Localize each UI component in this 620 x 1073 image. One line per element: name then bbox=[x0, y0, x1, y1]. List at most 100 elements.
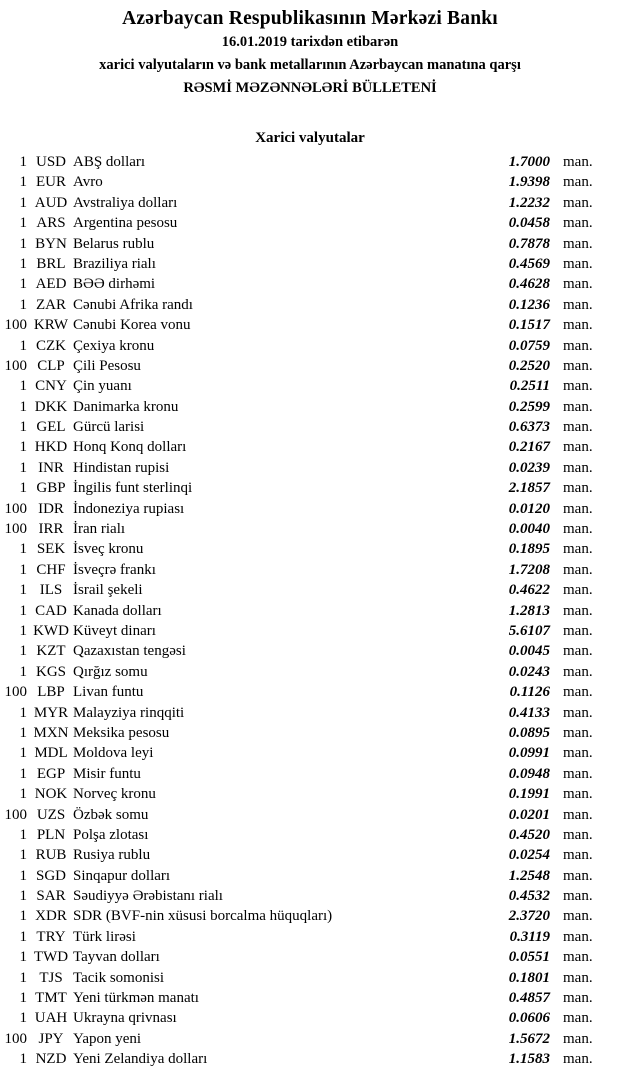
currency-name: İran rialı bbox=[73, 521, 126, 538]
nominal-value: 100 bbox=[4, 521, 28, 538]
rate-row: 1 RUB Rusiya rublu 0.0254 man. bbox=[0, 845, 620, 865]
rate-row: 1 CAD Kanada dolları 1.2813 man. bbox=[0, 601, 620, 621]
nominal-value: 1 bbox=[19, 154, 28, 170]
rate-value: 1.7208 bbox=[508, 561, 550, 578]
currency-name: Cənubi Korea vonu bbox=[73, 317, 191, 334]
rate-value: 0.2511 bbox=[509, 378, 550, 395]
currency-name: İsveç kronu bbox=[73, 541, 144, 558]
unit-label: man. bbox=[563, 765, 593, 782]
rate-row: 1 ILS İsrail şekeli 0.4622 man. bbox=[0, 580, 620, 600]
currency-code: KRW bbox=[33, 317, 69, 334]
currency-code: TWD bbox=[33, 949, 69, 966]
nominal-value: 1 bbox=[19, 276, 28, 293]
currency-code: ARS bbox=[36, 215, 66, 232]
currency-name: Argentina pesosu bbox=[73, 215, 178, 232]
unit-label: man. bbox=[563, 847, 593, 864]
unit-label: man. bbox=[563, 317, 593, 334]
nominal-value: 1 bbox=[19, 215, 28, 232]
currency-name: Səudiyyə Ərəbistanı rialı bbox=[73, 888, 223, 905]
currency-code: BYN bbox=[35, 235, 67, 252]
rate-value: 0.0120 bbox=[508, 500, 550, 517]
unit-label: man. bbox=[563, 276, 593, 293]
unit-label: man. bbox=[563, 704, 593, 721]
unit-label: man. bbox=[563, 357, 593, 374]
nominal-value: 100 bbox=[4, 1030, 28, 1047]
section-title: Xarici valyutalar bbox=[255, 130, 365, 146]
currency-code: MDL bbox=[34, 745, 68, 762]
unit-label: man. bbox=[563, 1010, 593, 1027]
currency-code: UAH bbox=[34, 1010, 68, 1027]
currency-name: İsrail şekeli bbox=[73, 582, 143, 599]
unit-label: man. bbox=[563, 908, 593, 925]
rate-row: 1 TRY Türk lirəsi 0.3119 man. bbox=[0, 927, 620, 947]
unit-label: man. bbox=[563, 235, 593, 252]
rate-row: 1 BYN Belarus rublu 0.7878 man. bbox=[0, 234, 620, 254]
currency-code: SAR bbox=[36, 888, 66, 905]
rate-row: 1 GBP İngilis funt sterlinqi 2.1857 man. bbox=[0, 478, 620, 498]
currency-code: CZK bbox=[36, 337, 66, 354]
currency-code: NZD bbox=[35, 1051, 67, 1068]
rate-row: 1 ZAR Cənubi Afrika randı 0.1236 man. bbox=[0, 295, 620, 315]
nominal-value: 1 bbox=[19, 663, 28, 680]
rate-row: 1 TJS Tacik somonisi 0.1801 man. bbox=[0, 968, 620, 988]
currency-code: CAD bbox=[35, 602, 67, 619]
currency-name: Honq Konq dolları bbox=[73, 439, 187, 456]
currency-code: NOK bbox=[34, 786, 68, 803]
rate-row: 1 TWD Tayvan dolları 0.0551 man. bbox=[0, 947, 620, 967]
rate-value: 0.4569 bbox=[508, 255, 550, 272]
rate-row: 1 DKK Danimarka kronu 0.2599 man. bbox=[0, 397, 620, 417]
nominal-value: 1 bbox=[19, 398, 28, 415]
rate-row: 1 GEL Gürcü larisi 0.6373 man. bbox=[0, 417, 620, 437]
nominal-value: 1 bbox=[19, 337, 28, 354]
rate-row: 1 AUD Avstraliya dolları 1.2232 man. bbox=[0, 193, 620, 213]
nominal-value: 1 bbox=[19, 888, 28, 905]
rate-row: 1 KZT Qazaxıstan tengəsi 0.0045 man. bbox=[0, 641, 620, 661]
unit-label: man. bbox=[563, 867, 593, 884]
rate-row: 1 MDL Moldova leyi 0.0991 man. bbox=[0, 743, 620, 763]
currency-code: AED bbox=[35, 276, 67, 293]
nominal-value: 1 bbox=[19, 378, 28, 395]
nominal-value: 1 bbox=[19, 908, 28, 925]
currency-code: GBP bbox=[36, 480, 66, 497]
rate-value: 0.2599 bbox=[508, 398, 550, 415]
currency-name: İndoneziya rupiası bbox=[73, 500, 185, 517]
currency-code: IDR bbox=[38, 500, 64, 517]
currency-name: Qazaxıstan tengəsi bbox=[73, 643, 186, 660]
rate-value: 0.4622 bbox=[508, 582, 550, 599]
currency-name: Çili Pesosu bbox=[73, 357, 141, 374]
rate-value: 0.1895 bbox=[508, 541, 550, 558]
currency-name: İngilis funt sterlinqi bbox=[73, 480, 193, 497]
unit-label: man. bbox=[563, 969, 593, 986]
unit-label: man. bbox=[563, 643, 593, 660]
nominal-value: 1 bbox=[19, 602, 28, 619]
rate-value: 0.2520 bbox=[508, 357, 550, 374]
unit-label: man. bbox=[563, 215, 593, 232]
currency-code: EGP bbox=[36, 765, 66, 782]
currency-code: CHF bbox=[36, 561, 66, 578]
nominal-value: 100 bbox=[4, 317, 28, 334]
nominal-value: 1 bbox=[19, 419, 28, 436]
nominal-value: 1 bbox=[19, 745, 28, 762]
rate-value: 1.2548 bbox=[508, 867, 550, 884]
rate-row: 100 JPY Yapon yeni 1.5672 man. bbox=[0, 1029, 620, 1049]
unit-label: man. bbox=[563, 684, 593, 701]
rate-value: 0.0948 bbox=[508, 765, 550, 782]
currency-name: Yapon yeni bbox=[73, 1030, 142, 1047]
rate-value: 0.2167 bbox=[508, 439, 550, 456]
rate-value: 0.0551 bbox=[508, 949, 550, 966]
rate-value: 0.0045 bbox=[508, 643, 550, 660]
unit-label: man. bbox=[563, 602, 593, 619]
currency-code: HKD bbox=[34, 439, 68, 456]
unit-label: man. bbox=[563, 154, 593, 170]
unit-label: man. bbox=[563, 786, 593, 803]
nominal-value: 1 bbox=[19, 826, 28, 843]
currency-name: Cənubi Afrika randı bbox=[73, 296, 193, 313]
currency-name: Qırğız somu bbox=[73, 663, 148, 680]
rate-value: 0.0991 bbox=[508, 745, 550, 762]
currency-code: TJS bbox=[39, 969, 63, 986]
nominal-value: 1 bbox=[19, 255, 28, 272]
currency-code: PLN bbox=[36, 826, 66, 843]
rate-value: 0.0458 bbox=[508, 215, 550, 232]
currency-name: ABŞ dolları bbox=[73, 154, 146, 170]
